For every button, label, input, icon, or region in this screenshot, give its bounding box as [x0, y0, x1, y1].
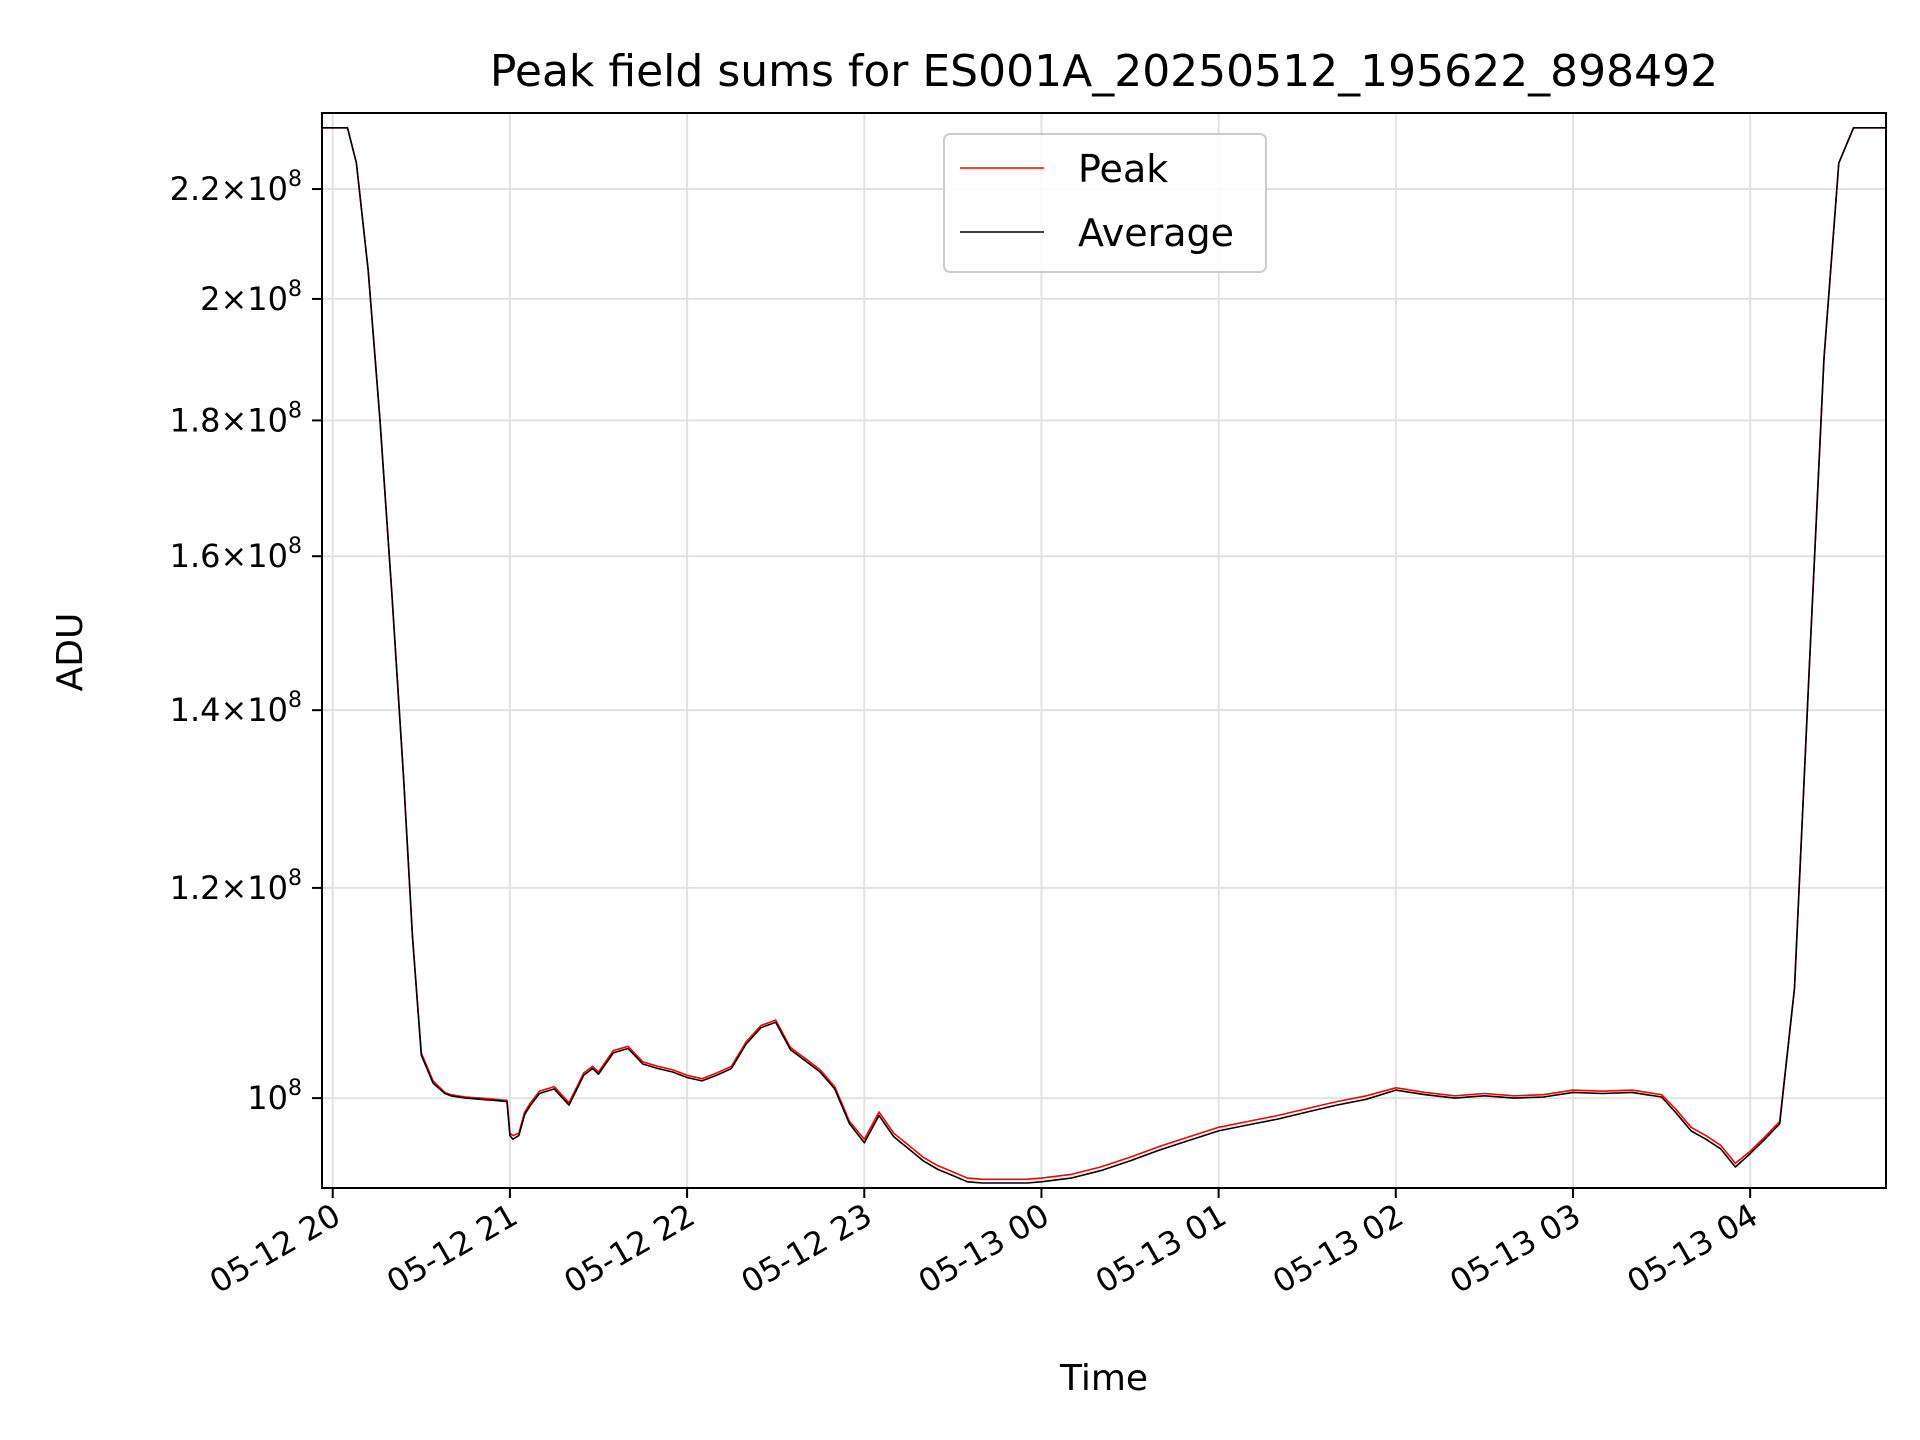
- y-tick-label: 1.6×108: [170, 534, 302, 575]
- plot-frame: [321, 112, 1887, 1189]
- y-tick-label: 1.2×108: [170, 866, 302, 907]
- series-line-average: [322, 127, 1886, 1184]
- y-tick-label: 108: [247, 1076, 302, 1117]
- legend-label-average: Average: [1078, 211, 1234, 255]
- legend-label-peak: Peak: [1078, 147, 1168, 191]
- y-tick-label: 1.8×108: [170, 398, 302, 439]
- x-axis-label: Time: [1059, 1358, 1148, 1399]
- y-tick-label: 1.4×108: [170, 688, 302, 729]
- series-layer: [322, 127, 1886, 1184]
- legend: Peak Average: [943, 133, 1267, 273]
- y-tick-label: 2.2×108: [170, 167, 302, 208]
- y-axis-label: ADU: [50, 613, 91, 692]
- grid: [322, 113, 1886, 1188]
- chart-title: Peak field sums for ES001A_20250512_1956…: [490, 46, 1718, 97]
- y-axis: 108 1.2×108 1.4×108 1.6×108 1.8×108 2×108 2.2×…: [170, 167, 322, 1117]
- y-tick-label: 2×108: [200, 277, 302, 318]
